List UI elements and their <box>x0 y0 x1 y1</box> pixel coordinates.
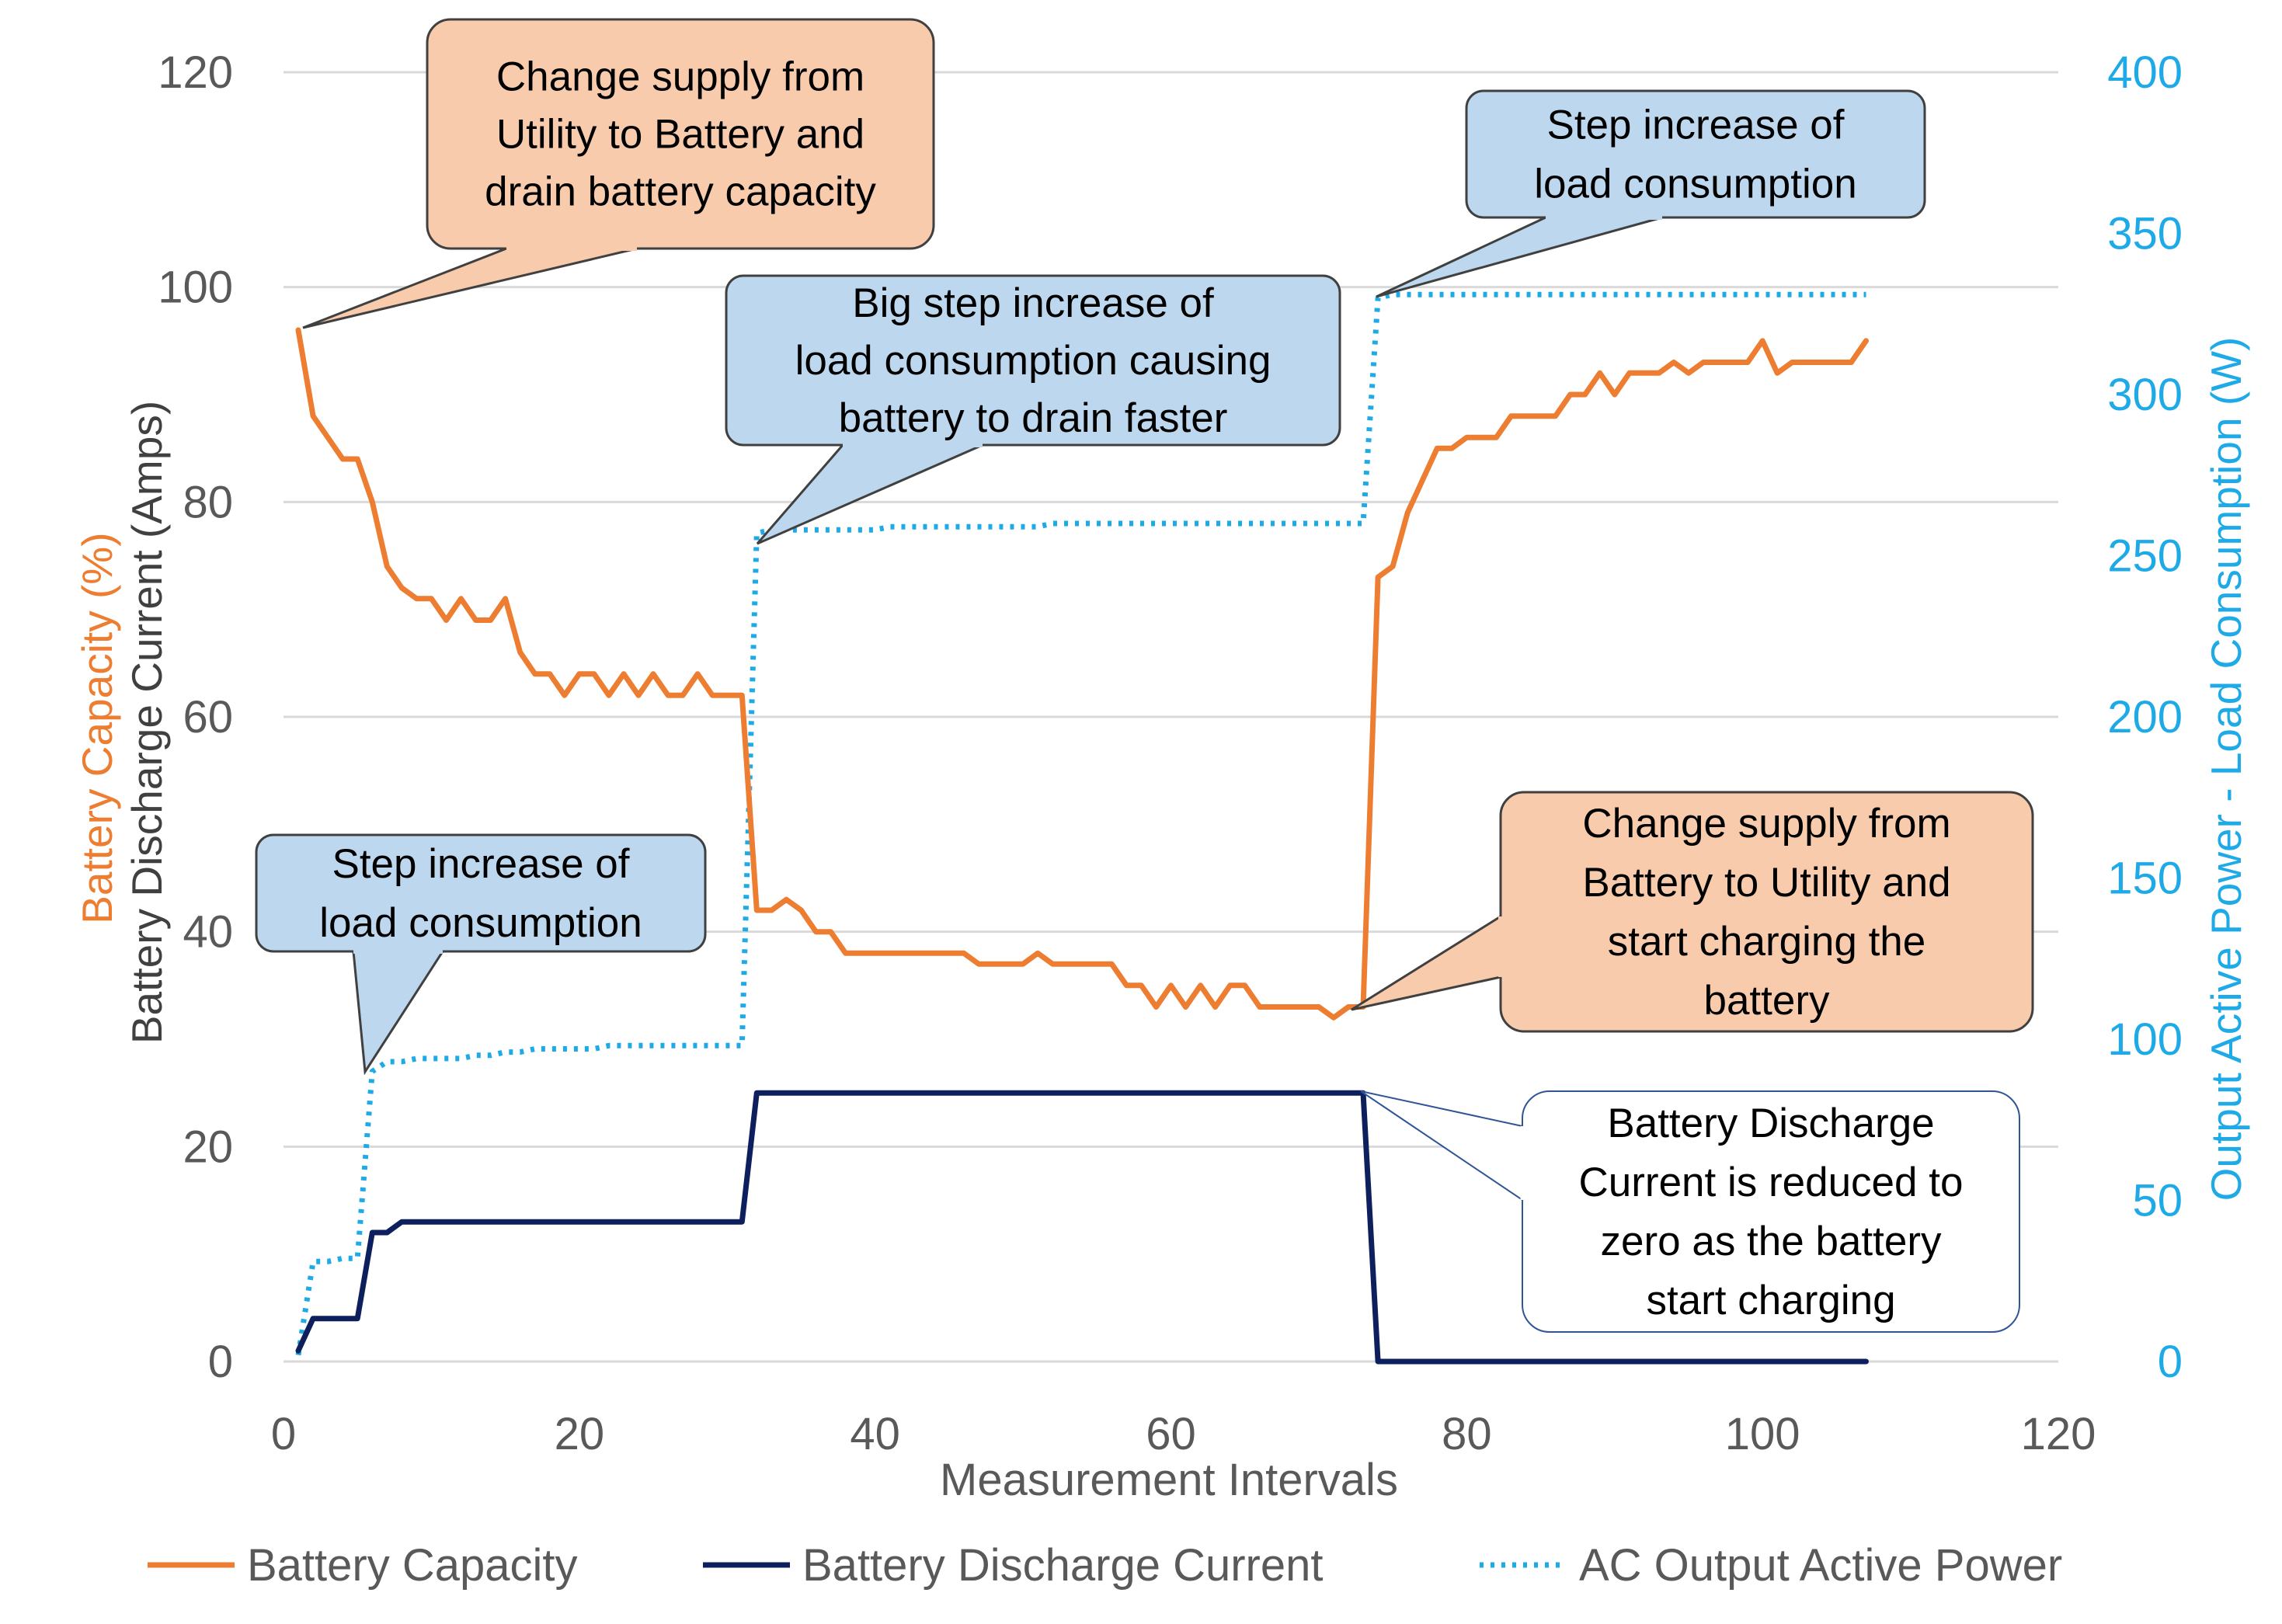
x-tick-label-5: 100 <box>1725 1409 1800 1459</box>
right-tick-label-6: 300 <box>2107 370 2183 420</box>
right-tick-label-1: 50 <box>2132 1176 2183 1226</box>
legend: Battery Capacity Battery Discharge Curren… <box>148 1540 2062 1591</box>
callout-battery-to-utility: Change supply from Battery to Utility and… <box>1351 791 2034 1033</box>
callout-box <box>255 833 707 953</box>
x-axis-ticks: 0 20 40 60 80 100 120 <box>271 1409 2096 1459</box>
legend-battery-discharge-current-label: Battery Discharge Current <box>802 1540 1323 1591</box>
y-axis-right-label: Output Active Power - Load Consumption (… <box>2202 337 2250 1201</box>
legend-battery-discharge-current: Battery Discharge Current <box>703 1540 1323 1591</box>
callout-line: load consumption <box>319 900 642 946</box>
callout-line: Step increase of <box>1546 103 1844 148</box>
callout-line: load consumption <box>1534 162 1856 207</box>
legend-battery-capacity-label: Battery Capacity <box>247 1540 578 1591</box>
callout-line: battery <box>1703 978 1830 1024</box>
callout-line: zero as the battery <box>1601 1219 1942 1264</box>
x-tick-label-4: 80 <box>1442 1409 1492 1459</box>
callout-big-step: Big step increase of load consumption cau… <box>725 274 1341 545</box>
y-axis-left-label-capacity: Battery Capacity (%) <box>73 532 121 923</box>
x-tick-label-1: 20 <box>555 1409 605 1459</box>
callout-utility-to-battery: Change supply from Utility to Battery and… <box>302 18 935 329</box>
x-axis-label: Measurement Intervals <box>940 1455 1398 1505</box>
callout-line: start charging the <box>1608 919 1926 965</box>
callout-line: start charging <box>1646 1278 1895 1323</box>
callout-line: load consumption causing <box>795 338 1271 384</box>
y-axis-left-label-current: Battery Discharge Current (Amps) <box>123 401 171 1044</box>
series-ac-output-active-power <box>295 291 1866 1356</box>
legend-battery-capacity: Battery Capacity <box>148 1540 578 1591</box>
x-tick-label-2: 40 <box>850 1409 900 1459</box>
right-tick-label-8: 400 <box>2107 47 2183 98</box>
right-tick-label-0: 0 <box>2158 1337 2183 1387</box>
callout-pointer <box>1351 914 1502 1011</box>
x-tick-label-0: 0 <box>271 1409 296 1459</box>
callout-box <box>1499 791 2034 1033</box>
callout-step-increase-top: Step increase of load consumption <box>1376 89 1926 298</box>
right-tick-label-4: 200 <box>2107 692 2183 742</box>
legend-ac-output-active-power: AC Output Active Power <box>1480 1540 2062 1591</box>
callout-box <box>426 18 935 250</box>
right-tick-label-7: 350 <box>2107 209 2183 259</box>
callout-line: battery to drain faster <box>839 395 1228 441</box>
left-tick-label-3: 60 <box>183 692 233 742</box>
callout-line: Battery Discharge <box>1607 1101 1934 1146</box>
left-tick-label-4: 80 <box>183 477 233 527</box>
callout-line: Change supply from <box>1582 801 1950 847</box>
callout-line: drain battery capacity <box>485 169 876 215</box>
left-tick-label-6: 120 <box>158 47 233 98</box>
left-tick-label-0: 0 <box>208 1337 233 1387</box>
callout-box <box>725 274 1341 447</box>
right-tick-label-5: 250 <box>2107 531 2183 582</box>
callout-line: Step increase of <box>332 841 629 887</box>
callouts-layer: Change supply from Utility to Battery and… <box>255 18 2034 1333</box>
callout-line: Battery to Utility and <box>1582 860 1950 906</box>
callout-box <box>1522 1090 2020 1333</box>
left-axis-ticks: 0 20 40 60 80 100 120 <box>158 47 233 1387</box>
left-tick-label-2: 40 <box>183 907 233 958</box>
left-tick-label-5: 100 <box>158 263 233 313</box>
callout-discharge-reduced: Battery Discharge Current is reduced to ze… <box>1360 1090 2020 1333</box>
right-tick-label-3: 150 <box>2107 854 2183 904</box>
series-battery-discharge-current <box>295 1090 1869 1365</box>
series-battery-capacity <box>295 327 1869 1021</box>
callout-pointer <box>352 950 445 1076</box>
right-tick-label-2: 100 <box>2107 1014 2183 1065</box>
callout-pointer <box>1376 216 1663 298</box>
callout-line: Current is reduced to <box>1579 1160 1964 1205</box>
callout-box <box>1465 89 1926 219</box>
callout-line: Big step increase of <box>852 280 1214 326</box>
left-tick-label-1: 20 <box>183 1121 233 1172</box>
series-layer <box>295 291 1869 1365</box>
x-tick-label-6: 120 <box>2021 1409 2096 1459</box>
callout-step-increase-left: Step increase of load consumption <box>255 833 707 1076</box>
right-axis-ticks: 0 50 100 150 200 250 300 350 400 <box>2107 47 2183 1387</box>
callout-line: Utility to Battery and <box>496 112 864 158</box>
y-axis-left-label: Battery Capacity (%) Battery Discharge C… <box>73 401 171 1044</box>
x-tick-label-3: 60 <box>1146 1409 1196 1459</box>
legend-ac-output-active-power-label: AC Output Active Power <box>1579 1540 2062 1591</box>
callout-line: Change supply from <box>496 54 864 100</box>
